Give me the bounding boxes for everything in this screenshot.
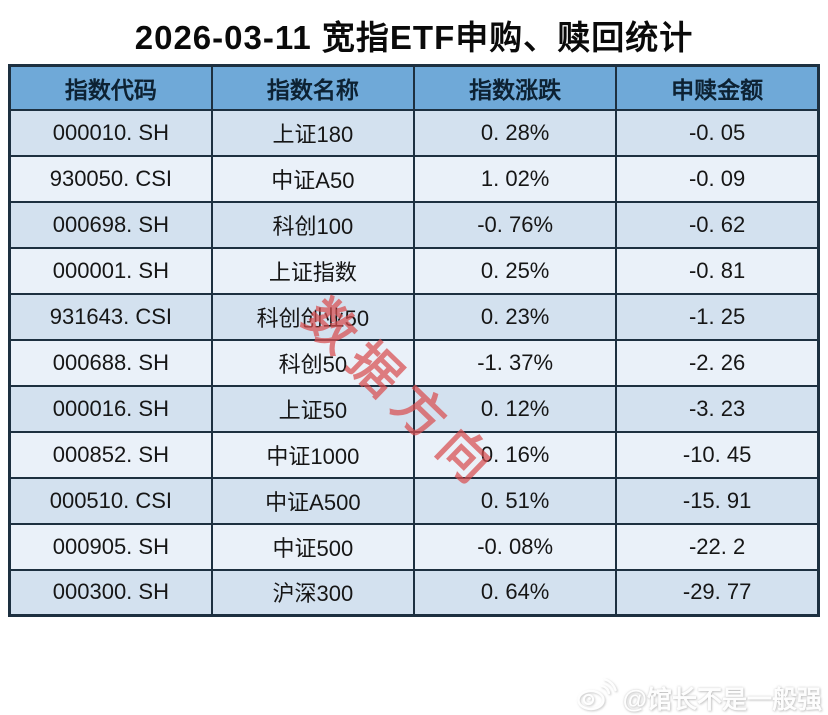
cell-index-name: 中证A500 [210,476,416,525]
cell-index-name: 科创50 [210,338,416,387]
cell-index-code: 000688. SH [8,338,213,387]
cell-index-name: 中证A50 [210,154,416,203]
table-row: 000510. CSI 中证A500 0. 51% -15. 91 [8,476,820,525]
cell-index-code: 000300. SH [8,568,213,617]
table-row: 000688. SH 科创50 -1. 37% -2. 26 [8,338,820,387]
cell-index-name: 沪深300 [210,568,416,617]
table-header-row: 指数代码 指数名称 指数涨跌 申赎金额 [8,64,820,111]
cell-index-name: 上证指数 [210,246,416,295]
cell-index-name: 中证1000 [210,430,416,479]
weibo-icon [576,676,618,715]
cell-flow-amount: -0. 09 [615,154,820,203]
cell-index-change: 1. 02% [412,154,618,203]
cell-flow-amount: -0. 05 [615,108,820,157]
cell-index-change: 0. 64% [412,568,618,617]
cell-index-change: 0. 51% [412,476,618,525]
cell-flow-amount: -0. 81 [615,246,820,295]
col-header-index-name: 指数名称 [210,64,416,111]
cell-flow-amount: -1. 25 [615,292,820,341]
cell-flow-amount: -22. 2 [615,522,820,571]
cell-flow-amount: -2. 26 [615,338,820,387]
table-row: 000905. SH 中证500 -0. 08% -22. 2 [8,522,820,571]
cell-index-code: 931643. CSI [8,292,213,341]
table-row: 000016. SH 上证50 0. 12% -3. 23 [8,384,820,433]
table-row: 000010. SH 上证180 0. 28% -0. 05 [8,108,820,157]
table-row: 000698. SH 科创100 -0. 76% -0. 62 [8,200,820,249]
cell-index-change: -0. 08% [412,522,618,571]
cell-flow-amount: -29. 77 [615,568,820,617]
cell-index-change: 0. 25% [412,246,618,295]
cell-index-code: 000905. SH [8,522,213,571]
table-row: 931643. CSI 科创创业50 0. 23% -1. 25 [8,292,820,341]
cell-index-name: 科创创业50 [210,292,416,341]
cell-index-name: 科创100 [210,200,416,249]
table-row: 000852. SH 中证1000 0. 16% -10. 45 [8,430,820,479]
cell-index-change: 0. 23% [412,292,618,341]
cell-index-code: 000698. SH [8,200,213,249]
cell-index-change: 0. 12% [412,384,618,433]
credit-watermark: @馆长不是一般强 [576,676,822,715]
cell-index-code: 930050. CSI [8,154,213,203]
cell-index-code: 000852. SH [8,430,213,479]
credit-text: @馆长不是一般强 [622,685,822,714]
cell-flow-amount: -3. 23 [615,384,820,433]
cell-flow-amount: -10. 45 [615,430,820,479]
cell-flow-amount: -0. 62 [615,200,820,249]
cell-index-code: 000001. SH [8,246,213,295]
cell-flow-amount: -15. 91 [615,476,820,525]
cell-index-name: 上证50 [210,384,416,433]
etf-flow-table: 指数代码 指数名称 指数涨跌 申赎金额 000010. SH 上证180 0. … [8,64,820,617]
cell-index-code: 000016. SH [8,384,213,433]
page-title: 2026-03-11 宽指ETF申购、赎回统计 [134,19,694,56]
cell-index-change: 0. 28% [412,108,618,157]
col-header-index-code: 指数代码 [8,64,213,111]
table-row: 000300. SH 沪深300 0. 64% -29. 77 [8,568,820,617]
cell-index-change: -0. 76% [412,200,618,249]
cell-index-change: -1. 37% [412,338,618,387]
table-row: 930050. CSI 中证A50 1. 02% -0. 09 [8,154,820,203]
col-header-index-change: 指数涨跌 [412,64,618,111]
cell-index-change: 0. 16% [412,430,618,479]
cell-index-name: 上证180 [210,108,416,157]
cell-index-code: 000010. SH [8,108,213,157]
cell-index-code: 000510. CSI [8,476,213,525]
col-header-flow-amount: 申赎金额 [615,64,820,111]
table-row: 000001. SH 上证指数 0. 25% -0. 81 [8,246,820,295]
cell-index-name: 中证500 [210,522,416,571]
